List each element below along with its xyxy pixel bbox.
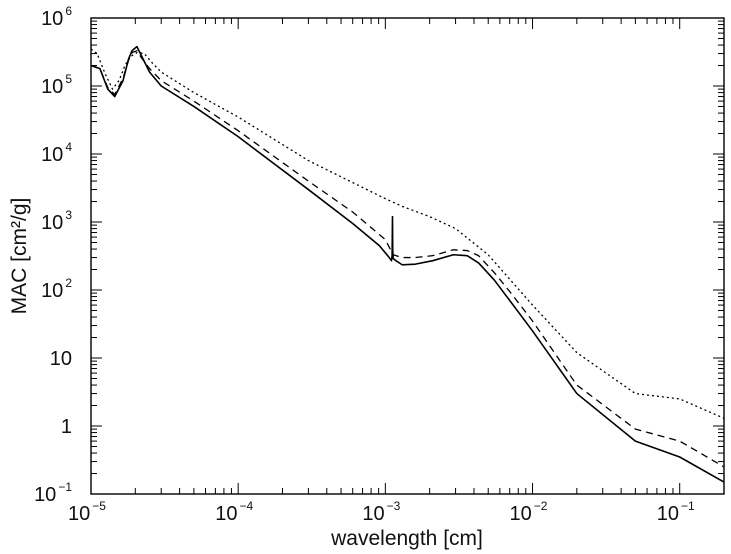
tick-labels: 10 −5 10 −4 10 −3 10 −2 10 −1 10 −1 1 10 10 2 10 3 10 4 10 5 1… — [34, 4, 695, 525]
axis-ticks — [90, 17, 725, 495]
series-dashed-line — [90, 50, 725, 468]
data-series — [90, 45, 725, 483]
y-tick-label: 10 2 — [41, 276, 72, 302]
y-tick-label: 10 6 — [41, 4, 72, 30]
y-tick-label: 10 3 — [41, 208, 72, 234]
x-tick-label: 10 −2 — [510, 499, 548, 525]
y-axis-label: MAC [cm²/g] — [8, 198, 31, 315]
x-tick-label: 10 −5 — [68, 499, 106, 525]
x-axis-label: wavelength [cm] — [330, 527, 483, 550]
x-tick-label: 10 −3 — [362, 499, 400, 525]
x-tick-label: 10 −4 — [215, 499, 253, 525]
y-tick-label: 10 — [50, 348, 72, 370]
y-tick-label: 10 −1 — [34, 480, 72, 506]
x-tick-label: 10 −1 — [657, 499, 695, 525]
y-tick-label: 10 4 — [41, 140, 72, 166]
plot-frame — [90, 17, 725, 495]
series-dotted-line — [90, 48, 725, 419]
y-tick-label: 10 5 — [41, 72, 72, 98]
y-tick-label: 1 — [61, 416, 72, 438]
series-solid-line — [90, 45, 725, 483]
